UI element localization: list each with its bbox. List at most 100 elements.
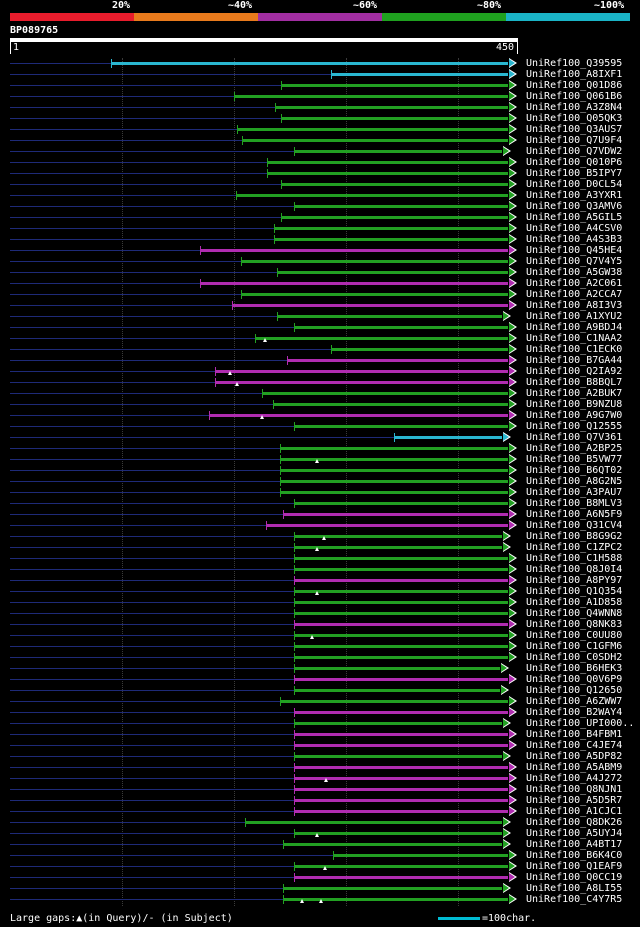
hit-row[interactable]: UniRef100_Q7V4Y5 — [0, 256, 640, 267]
alignment-bar[interactable] — [293, 788, 508, 791]
alignment-bar[interactable] — [240, 293, 508, 296]
alignment-bar[interactable] — [236, 194, 508, 197]
hit-name-link[interactable]: UniRef100_Q7V361 — [526, 432, 623, 443]
hit-row[interactable]: UniRef100_B7GA44 — [0, 355, 640, 366]
alignment-bar[interactable] — [293, 865, 508, 868]
alignment-bar[interactable] — [293, 601, 508, 604]
alignment-bar[interactable] — [275, 106, 508, 109]
hit-name-link[interactable]: UniRef100_C1H588 — [526, 553, 623, 564]
alignment-bar[interactable] — [267, 172, 508, 175]
hit-name-link[interactable]: UniRef100_A5GIL5 — [526, 212, 623, 223]
alignment-bar[interactable] — [208, 414, 508, 417]
hit-row[interactable]: UniRef100_C1ZPC2 — [0, 542, 640, 553]
hit-name-link[interactable]: UniRef100_B8MLV3 — [526, 498, 623, 509]
hit-row[interactable]: UniRef100_A9BDJ4 — [0, 322, 640, 333]
hit-row[interactable]: UniRef100_A6ZWW7 — [0, 696, 640, 707]
hit-name-link[interactable]: UniRef100_A8LI55 — [526, 883, 623, 894]
hit-row[interactable]: UniRef100_B6QT02 — [0, 465, 640, 476]
hit-name-link[interactable]: UniRef100_Q01D86 — [526, 80, 623, 91]
hit-row[interactable]: UniRef100_Q31CV4 — [0, 520, 640, 531]
alignment-bar[interactable] — [293, 425, 508, 428]
hit-name-link[interactable]: UniRef100_B9NZU8 — [526, 399, 623, 410]
hit-row[interactable]: UniRef100_D0CL54 — [0, 179, 640, 190]
hit-row[interactable]: UniRef100_A5GIL5 — [0, 212, 640, 223]
hit-name-link[interactable]: UniRef100_Q8NK83 — [526, 619, 623, 630]
hit-name-link[interactable]: UniRef100_B6K4C0 — [526, 850, 623, 861]
hit-row[interactable]: UniRef100_A5D5R7 — [0, 795, 640, 806]
hit-row[interactable]: UniRef100_C1ECK0 — [0, 344, 640, 355]
alignment-bar[interactable] — [293, 568, 508, 571]
alignment-bar[interactable] — [241, 139, 508, 142]
hit-row[interactable]: UniRef100_A2C061 — [0, 278, 640, 289]
alignment-bar[interactable] — [279, 480, 508, 483]
alignment-bar[interactable] — [279, 491, 508, 494]
hit-name-link[interactable]: UniRef100_A3Z8N4 — [526, 102, 623, 113]
alignment-bar[interactable] — [293, 623, 508, 626]
hit-row[interactable]: UniRef100_Q010P6 — [0, 157, 640, 168]
alignment-bar[interactable] — [293, 711, 508, 714]
hit-row[interactable]: UniRef100_B5VW77 — [0, 454, 640, 465]
hit-name-link[interactable]: UniRef100_C4Y7R5 — [526, 894, 623, 905]
hit-name-link[interactable]: UniRef100_A8PY97 — [526, 575, 623, 586]
hit-name-link[interactable]: UniRef100_Q1EAF9 — [526, 861, 623, 872]
alignment-bar[interactable] — [282, 843, 503, 846]
alignment-bar[interactable] — [280, 117, 508, 120]
alignment-bar[interactable] — [277, 315, 503, 318]
alignment-bar[interactable] — [293, 810, 508, 813]
hit-row[interactable]: UniRef100_A4J272 — [0, 773, 640, 784]
hit-name-link[interactable]: UniRef100_A5UYJ4 — [526, 828, 623, 839]
hit-row[interactable]: UniRef100_Q0CC19 — [0, 872, 640, 883]
alignment-bar[interactable] — [293, 766, 508, 769]
hit-name-link[interactable]: UniRef100_Q8DK26 — [526, 817, 623, 828]
hit-name-link[interactable]: UniRef100_A4CSV0 — [526, 223, 623, 234]
alignment-bar[interactable] — [215, 370, 508, 373]
hit-name-link[interactable]: UniRef100_Q3AUS7 — [526, 124, 623, 135]
hit-name-link[interactable]: UniRef100_C1NAA2 — [526, 333, 623, 344]
hit-name-link[interactable]: UniRef100_B6QT02 — [526, 465, 623, 476]
hit-row[interactable]: UniRef100_A8PY97 — [0, 575, 640, 586]
alignment-bar[interactable] — [279, 700, 508, 703]
hit-name-link[interactable]: UniRef100_B5VW77 — [526, 454, 623, 465]
hit-row[interactable]: UniRef100_A5ABM9 — [0, 762, 640, 773]
alignment-bar[interactable] — [282, 898, 508, 901]
hit-name-link[interactable]: UniRef100_A8IXF1 — [526, 69, 623, 80]
hit-name-link[interactable]: UniRef100_A2BP25 — [526, 443, 623, 454]
hit-row[interactable]: UniRef100_A2CCA7 — [0, 289, 640, 300]
alignment-bar[interactable] — [293, 150, 503, 153]
hit-row[interactable]: UniRef100_Q45HE4 — [0, 245, 640, 256]
alignment-bar[interactable] — [293, 634, 508, 637]
hit-row[interactable]: UniRef100_A4CSV0 — [0, 223, 640, 234]
alignment-bar[interactable] — [293, 612, 508, 615]
hit-name-link[interactable]: UniRef100_Q12650 — [526, 685, 623, 696]
hit-row[interactable]: UniRef100_B6K4C0 — [0, 850, 640, 861]
hit-row[interactable]: UniRef100_Q2IA92 — [0, 366, 640, 377]
hit-row[interactable]: UniRef100_C0SDH2 — [0, 652, 640, 663]
alignment-bar[interactable] — [273, 238, 508, 241]
hit-name-link[interactable]: UniRef100_Q061B6 — [526, 91, 623, 102]
hit-name-link[interactable]: UniRef100_Q31CV4 — [526, 520, 623, 531]
hit-row[interactable]: UniRef100_A8I3V3 — [0, 300, 640, 311]
alignment-bar[interactable] — [293, 205, 508, 208]
hit-row[interactable]: UniRef100_C1GFM6 — [0, 641, 640, 652]
hit-name-link[interactable]: UniRef100_Q7V4Y5 — [526, 256, 623, 267]
hit-name-link[interactable]: UniRef100_B2WAY4 — [526, 707, 623, 718]
hit-row[interactable]: UniRef100_Q01D86 — [0, 80, 640, 91]
hit-row[interactable]: UniRef100_B9NZU8 — [0, 399, 640, 410]
hit-name-link[interactable]: UniRef100_Q39595 — [526, 58, 623, 69]
hit-name-link[interactable]: UniRef100_Q7U9F4 — [526, 135, 623, 146]
hit-row[interactable]: UniRef100_Q12555 — [0, 421, 640, 432]
hit-row[interactable]: UniRef100_Q0V6P9 — [0, 674, 640, 685]
hit-name-link[interactable]: UniRef100_A1D858 — [526, 597, 623, 608]
hit-name-link[interactable]: UniRef100_A5DP82 — [526, 751, 623, 762]
hit-name-link[interactable]: UniRef100_A1XYU2 — [526, 311, 623, 322]
hit-name-link[interactable]: UniRef100_A2CCA7 — [526, 289, 623, 300]
alignment-bar[interactable] — [267, 161, 508, 164]
alignment-bar[interactable] — [280, 84, 508, 87]
hit-row[interactable]: UniRef100_A9G7W0 — [0, 410, 640, 421]
hit-row[interactable]: UniRef100_Q8NJN1 — [0, 784, 640, 795]
hit-name-link[interactable]: UniRef100_B5IPY7 — [526, 168, 623, 179]
alignment-bar[interactable] — [272, 403, 508, 406]
alignment-bar[interactable] — [279, 458, 508, 461]
alignment-bar[interactable] — [199, 249, 508, 252]
hit-name-link[interactable]: UniRef100_A4BT17 — [526, 839, 623, 850]
